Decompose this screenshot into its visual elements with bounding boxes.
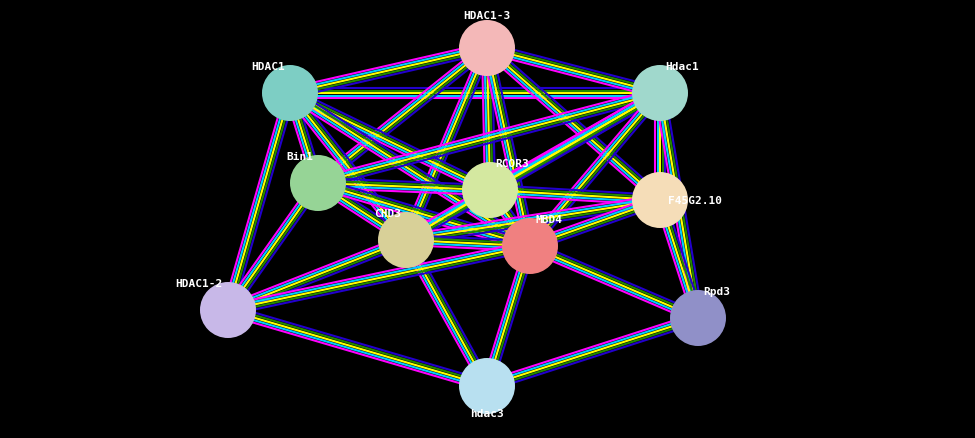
Text: Hdac1: Hdac1: [665, 62, 699, 72]
Text: Rpd3: Rpd3: [703, 286, 730, 297]
Text: RCOR3: RCOR3: [495, 159, 528, 169]
Circle shape: [290, 155, 346, 212]
Circle shape: [200, 283, 256, 338]
Text: Bin1: Bin1: [286, 152, 313, 162]
Text: HDAC1-2: HDAC1-2: [176, 279, 223, 288]
Circle shape: [462, 162, 518, 219]
Text: hdac3: hdac3: [470, 408, 504, 418]
Circle shape: [262, 66, 318, 122]
Circle shape: [632, 173, 688, 229]
Circle shape: [502, 219, 558, 274]
Circle shape: [378, 212, 434, 268]
Circle shape: [459, 21, 515, 77]
Circle shape: [670, 290, 726, 346]
Text: CHD3: CHD3: [374, 208, 401, 219]
Text: MBD4: MBD4: [535, 215, 562, 225]
Text: F45G2.10: F45G2.10: [668, 195, 722, 205]
Circle shape: [459, 358, 515, 414]
Circle shape: [632, 66, 688, 122]
Text: HDAC1-3: HDAC1-3: [463, 11, 511, 21]
Text: HDAC1: HDAC1: [252, 62, 285, 72]
